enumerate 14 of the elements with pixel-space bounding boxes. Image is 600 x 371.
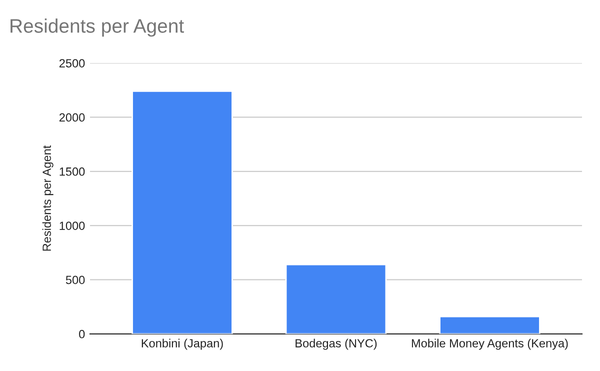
y-tick-label: 0 — [79, 330, 85, 338]
y-tick-label: 2000 — [59, 113, 85, 122]
x-tick-label: Bodegas (NYC) — [296, 338, 377, 350]
y-tick-label: 500 — [66, 276, 85, 284]
bar — [439, 316, 540, 334]
bar — [285, 264, 387, 334]
y-tick-label: 2500 — [59, 59, 85, 68]
y-tick-label: 1500 — [60, 167, 85, 176]
y-axis-title: Residents per Agent — [42, 145, 54, 251]
x-tick-label: Konbini (Japan) — [142, 338, 223, 350]
x-tick-label: Mobile Money Agents (Kenya) — [412, 338, 568, 350]
chart-title: Residents per Agent — [10, 18, 184, 37]
bar — [132, 90, 233, 334]
y-tick-label: 1000 — [60, 222, 85, 230]
